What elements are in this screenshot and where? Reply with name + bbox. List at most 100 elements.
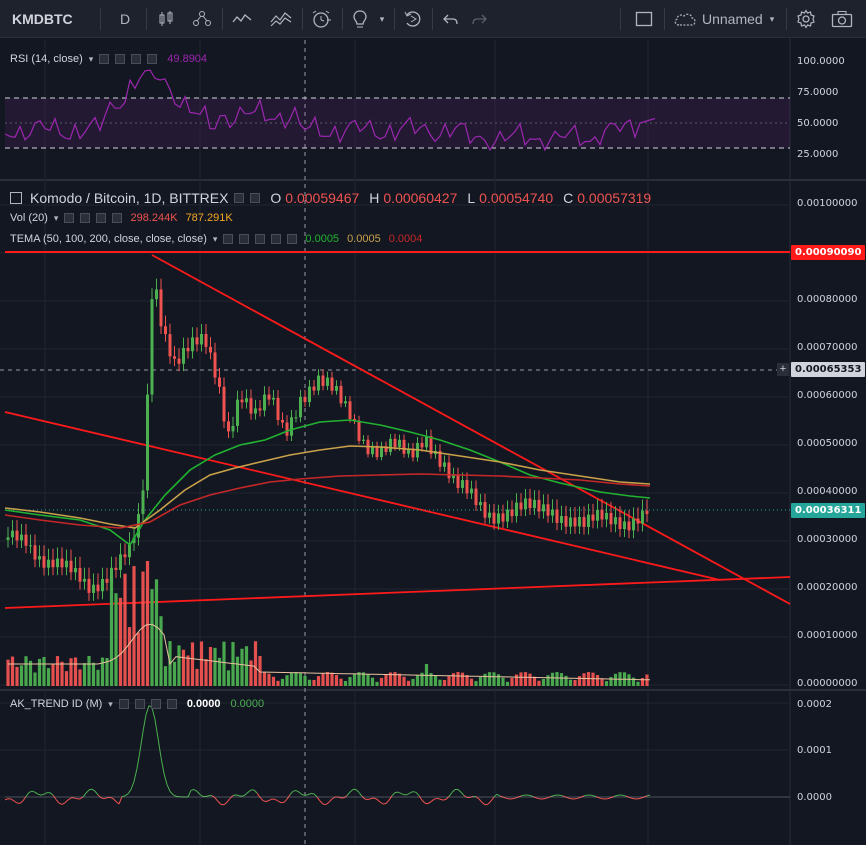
- volume-bar: [415, 675, 420, 686]
- tema-title[interactable]: TEMA (50, 100, 200, close, close, close): [10, 233, 207, 245]
- settings-gear-icon[interactable]: [794, 0, 818, 38]
- candle-body: [15, 530, 19, 541]
- ak-trend-segment: [355, 789, 360, 793]
- snapshot-camera-icon[interactable]: [828, 0, 856, 38]
- price-axis-label: 0.00100000: [797, 198, 858, 209]
- interval-button[interactable]: D: [119, 11, 131, 27]
- ideas-dropdown-icon[interactable]: ▾: [379, 13, 385, 24]
- volume-more-icon[interactable]: [96, 213, 107, 223]
- volume-bar: [519, 672, 523, 686]
- candle-body: [407, 448, 410, 454]
- rsi-settings-icon[interactable]: [115, 54, 126, 64]
- tema-eye-icon[interactable]: [223, 234, 234, 244]
- candle-body: [470, 488, 473, 494]
- toolbar-divider: [222, 8, 223, 30]
- replay-icon[interactable]: [400, 0, 426, 38]
- tema-more-icon[interactable]: [271, 234, 282, 244]
- financials-icon[interactable]: [268, 0, 294, 38]
- candle-body: [164, 326, 167, 335]
- fullscreen-icon[interactable]: [632, 0, 656, 38]
- candle-body: [285, 422, 289, 436]
- volume-bar: [505, 681, 510, 686]
- candle-body: [114, 567, 118, 570]
- ak-trend-segment: [283, 798, 288, 803]
- candle-body: [591, 514, 595, 521]
- volume-bar: [73, 657, 78, 686]
- ak-menu-icon[interactable]: ▾: [108, 698, 113, 709]
- chart-canvas[interactable]: [0, 38, 866, 845]
- undo-icon[interactable]: [440, 0, 462, 38]
- rsi-eye-icon[interactable]: [99, 54, 110, 64]
- ak-axis-label: 0.0001: [797, 745, 832, 756]
- main-settings-icon[interactable]: [250, 193, 261, 203]
- volume-bar: [15, 666, 19, 686]
- ohlc-close-label: C: [563, 190, 574, 206]
- ak-trend-segment: [253, 789, 258, 794]
- volume-bar: [114, 593, 118, 686]
- ak-trend-segment: [415, 791, 420, 797]
- ak-close-icon[interactable]: [166, 699, 177, 709]
- candle-body: [281, 419, 284, 423]
- ak-more-icon[interactable]: [150, 699, 161, 709]
- volume-title[interactable]: Vol (20): [10, 212, 48, 224]
- candle-body: [519, 502, 523, 510]
- volume-bar: [240, 648, 244, 686]
- candle-body: [587, 514, 590, 527]
- candle-body: [6, 537, 10, 540]
- volume-settings-icon[interactable]: [80, 213, 91, 223]
- rsi-more-icon[interactable]: [131, 54, 142, 64]
- volume-menu-icon[interactable]: ▾: [53, 212, 59, 223]
- alert-icon[interactable]: [308, 0, 334, 38]
- rsi-menu-icon[interactable]: ▾: [88, 53, 94, 64]
- price-axis-area: [790, 38, 866, 845]
- volume-bar: [339, 678, 343, 686]
- candles-style-icon[interactable]: [154, 0, 178, 38]
- candle-body: [240, 399, 244, 403]
- layout-name-label[interactable]: Unnamed: [702, 11, 763, 27]
- candle-body: [546, 504, 550, 516]
- rsi-title[interactable]: RSI (14, close): [10, 53, 83, 65]
- rsi-line: [4, 69, 656, 152]
- volume-eye-icon[interactable]: [64, 213, 75, 223]
- volume-bar: [307, 679, 312, 686]
- descending-trendline: [151, 254, 791, 605]
- tema-settings-icon[interactable]: [239, 234, 250, 244]
- symbol-search-button[interactable]: KMDBTC: [12, 11, 73, 27]
- ak-trend-segment: [37, 793, 42, 796]
- collapse-legend-icon[interactable]: [10, 192, 22, 204]
- redo-icon[interactable]: [468, 0, 490, 38]
- ak-title[interactable]: AK_TREND ID (M): [10, 698, 103, 710]
- candle-body: [614, 517, 617, 525]
- volume-bar: [546, 675, 550, 686]
- ak-trend-segment: [244, 791, 249, 796]
- ak-trend-segment: [292, 790, 297, 792]
- layout-dropdown-icon[interactable]: ▾: [769, 13, 775, 24]
- candle-body: [128, 543, 131, 558]
- ak-settings-icon[interactable]: [134, 699, 145, 709]
- ak-trend-segment: [124, 793, 129, 797]
- volume-bar: [46, 668, 51, 686]
- tema-menu-icon[interactable]: ▾: [212, 233, 218, 244]
- tema-close-icon[interactable]: [287, 234, 298, 244]
- candle-body: [425, 436, 428, 448]
- compare-icon[interactable]: [190, 0, 214, 38]
- indicators-icon[interactable]: [230, 0, 254, 38]
- main-eye-icon[interactable]: [234, 193, 245, 203]
- tema-source-icon[interactable]: [255, 234, 266, 244]
- main-series-title[interactable]: Komodo / Bitcoin, 1D, BITTREX: [30, 190, 229, 206]
- price-axis-label: 0.00040000: [797, 486, 858, 497]
- cloud-save-icon[interactable]: [672, 0, 698, 38]
- ohlc-open-label: O: [270, 190, 282, 206]
- candle-body: [447, 462, 451, 479]
- candle-body: [141, 490, 145, 515]
- add-alert-plus-icon[interactable]: +: [777, 363, 789, 376]
- volume-bar: [154, 579, 159, 686]
- ideas-bulb-icon[interactable]: [348, 0, 372, 38]
- volume-bar: [123, 573, 127, 686]
- candle-body: [303, 396, 307, 403]
- rsi-close-icon[interactable]: [147, 54, 158, 64]
- ak-axis-label: 0.0002: [797, 699, 832, 710]
- ak-eye-icon[interactable]: [118, 699, 129, 709]
- volume-close-icon[interactable]: [112, 213, 123, 223]
- ak-trend-segment: [328, 798, 333, 803]
